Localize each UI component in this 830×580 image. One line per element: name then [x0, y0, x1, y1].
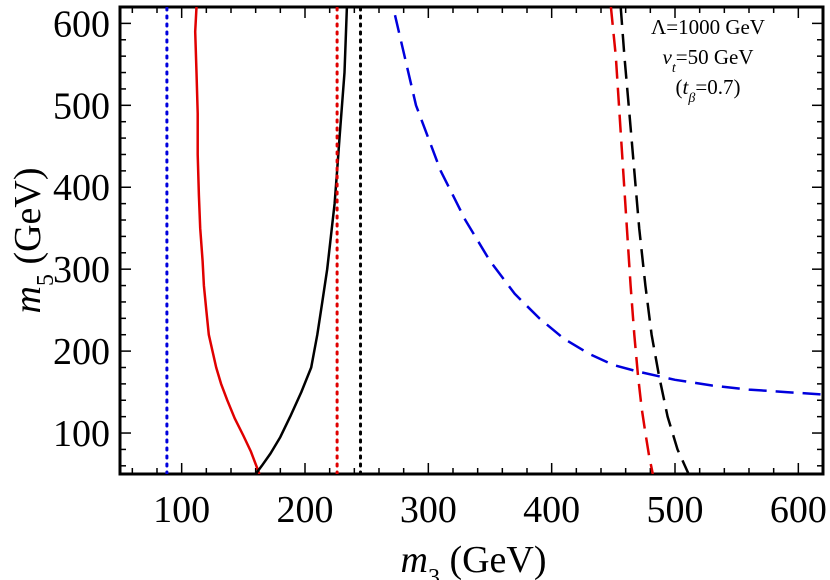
- series-red-dashed: [609, 7, 655, 474]
- series-layer: [165, 7, 823, 474]
- annotation-tbeta-pre: (: [676, 75, 683, 99]
- series-blue-dashed: [393, 14, 823, 396]
- x-axis-label-sub: 3: [428, 565, 440, 580]
- y-axis-label: m5 (GeV): [7, 167, 59, 313]
- series-black-solid: [254, 7, 349, 474]
- x-tick-label: 400: [523, 489, 580, 531]
- x-tick-label: 600: [770, 489, 827, 531]
- annotation-vt-sub: t: [672, 61, 677, 76]
- x-axis-label-var: m: [400, 539, 427, 580]
- series-black-dashed: [619, 7, 690, 474]
- y-tick-label: 400: [53, 167, 110, 209]
- y-axis-label-var: m: [7, 286, 49, 313]
- annotation-tbeta: (tβ=0.7): [676, 75, 741, 106]
- y-tick-label: 600: [53, 3, 110, 45]
- annotation-vt: vt=50 GeV: [663, 45, 754, 76]
- x-tick-label: 500: [647, 489, 704, 531]
- annotation-lambda: Λ=1000 GeV: [651, 15, 765, 39]
- annotation-tbeta-sub: β: [687, 91, 695, 106]
- plot-frame: [118, 5, 825, 476]
- series-red-solid: [193, 7, 261, 474]
- annotation-tbeta-rest: =0.7): [695, 75, 740, 99]
- y-tick-label: 200: [53, 331, 110, 373]
- x-tick-label: 300: [400, 489, 457, 531]
- x-axis-label: m3 (GeV): [400, 539, 546, 580]
- tick-labels: 100 200 300 400 500 600 100 200 300 400 500 600: [53, 3, 827, 531]
- y-tick-label: 100: [53, 413, 110, 455]
- legend-annotation: Λ=1000 GeV vt=50 GeV (tβ=0.7): [651, 15, 765, 106]
- y-axis-label-sub: 5: [33, 274, 59, 286]
- tick-marks: [120, 6, 824, 474]
- annotation-vt-var: v: [663, 45, 673, 69]
- annotation-vt-rest: =50 GeV: [676, 45, 754, 69]
- y-tick-label: 300: [53, 249, 110, 291]
- x-tick-label: 200: [277, 489, 334, 531]
- x-tick-label: 100: [153, 489, 210, 531]
- annotation-tbeta-var: t: [683, 75, 690, 99]
- y-axis-label-unit: (GeV): [7, 167, 49, 274]
- x-axis-label-unit: (GeV): [440, 539, 547, 580]
- y-tick-label: 500: [53, 85, 110, 127]
